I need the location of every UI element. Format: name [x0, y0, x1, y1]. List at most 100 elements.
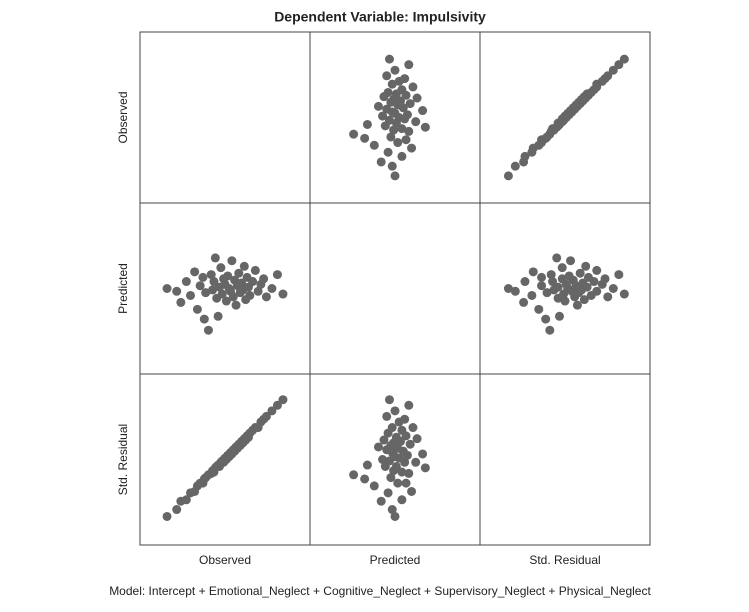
- point: [582, 282, 592, 292]
- point: [390, 171, 400, 181]
- point: [397, 425, 407, 435]
- point: [397, 495, 407, 505]
- point: [237, 278, 247, 288]
- point: [172, 286, 182, 296]
- point: [552, 122, 562, 132]
- point: [541, 314, 551, 324]
- point: [216, 263, 226, 273]
- point: [384, 54, 394, 64]
- point: [369, 140, 379, 150]
- point: [210, 463, 220, 473]
- point: [201, 288, 211, 298]
- point: [401, 135, 411, 145]
- point: [404, 126, 414, 136]
- point: [397, 467, 407, 477]
- point: [397, 124, 407, 134]
- point: [228, 292, 238, 302]
- point: [548, 277, 558, 287]
- point: [420, 463, 430, 473]
- point: [267, 284, 277, 293]
- point: [401, 478, 411, 488]
- point: [541, 133, 551, 143]
- point: [376, 157, 386, 167]
- point: [190, 267, 200, 277]
- point: [411, 457, 421, 467]
- point: [391, 432, 401, 442]
- point: [261, 292, 271, 302]
- column-label: Observed: [199, 553, 251, 567]
- point: [378, 111, 388, 121]
- point: [379, 435, 389, 445]
- point: [407, 143, 417, 153]
- point: [592, 286, 602, 296]
- point: [503, 284, 513, 293]
- point: [418, 449, 428, 459]
- point: [278, 395, 288, 405]
- point: [400, 414, 410, 424]
- point: [396, 96, 406, 106]
- point: [581, 261, 591, 271]
- point: [231, 300, 241, 310]
- footnote: Model: Intercept + Emotional_Neglect + C…: [109, 584, 651, 598]
- point: [404, 60, 414, 70]
- point: [405, 99, 415, 109]
- point: [223, 271, 233, 281]
- point: [362, 119, 372, 129]
- point: [195, 281, 205, 291]
- point: [384, 395, 394, 405]
- point: [373, 101, 383, 111]
- point: [387, 505, 397, 515]
- point: [510, 286, 520, 296]
- point: [391, 461, 401, 471]
- point: [619, 54, 629, 64]
- point: [162, 511, 172, 521]
- point: [408, 423, 418, 433]
- point: [534, 304, 544, 314]
- point: [608, 65, 618, 75]
- point: [382, 104, 392, 114]
- point: [362, 460, 372, 470]
- point: [386, 473, 396, 483]
- point: [198, 272, 208, 282]
- point: [418, 106, 428, 116]
- point: [402, 110, 412, 120]
- point: [608, 284, 618, 293]
- row-label: Predicted: [116, 263, 130, 314]
- plot-frame: [139, 31, 651, 546]
- row-label: Std. Residual: [116, 424, 130, 495]
- point: [404, 468, 414, 478]
- point: [542, 288, 552, 298]
- point: [373, 442, 383, 452]
- chart-title: Dependent Variable: Impulsivity: [274, 9, 486, 25]
- row-label: Observed: [116, 91, 130, 143]
- point: [203, 325, 213, 335]
- point: [245, 290, 255, 300]
- point: [412, 434, 422, 444]
- point: [253, 286, 263, 296]
- point: [239, 261, 249, 271]
- point: [384, 115, 394, 125]
- point: [383, 87, 393, 97]
- point: [267, 406, 277, 416]
- point: [390, 65, 400, 75]
- point: [387, 161, 397, 171]
- point: [614, 60, 624, 70]
- point: [397, 151, 407, 161]
- point: [566, 256, 576, 266]
- column-label: Predicted: [370, 553, 421, 567]
- point: [405, 439, 415, 449]
- point: [579, 295, 589, 305]
- point: [545, 325, 555, 335]
- point: [408, 82, 418, 92]
- point: [181, 495, 191, 505]
- point: [592, 265, 602, 275]
- point: [250, 265, 260, 275]
- point: [206, 270, 216, 280]
- point: [208, 285, 218, 295]
- point: [259, 274, 269, 284]
- point: [217, 289, 227, 299]
- point: [261, 411, 271, 421]
- point: [349, 129, 359, 139]
- point: [376, 496, 386, 506]
- point: [378, 455, 388, 464]
